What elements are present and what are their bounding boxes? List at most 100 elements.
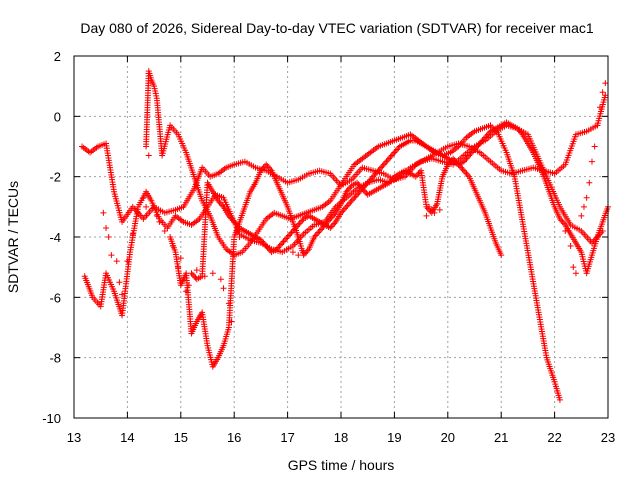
data-point [428,206,435,213]
data-point [153,212,160,219]
data-point [562,227,569,234]
data-point [169,243,176,250]
data-point [289,249,296,256]
data-point [366,178,373,185]
data-point [140,194,147,201]
data-point [391,149,398,156]
data-point [135,209,142,216]
x-tick-label: 23 [601,430,615,445]
data-point [233,227,240,234]
data-point [279,240,286,247]
data-point [426,203,433,210]
data-point [185,282,192,289]
series-track-d [167,155,505,370]
y-tick-label: -8 [49,351,61,366]
data-point [285,232,292,239]
data-point [316,227,323,234]
data-point [467,151,474,158]
data-point [103,224,110,231]
data-point [297,218,304,225]
data-point [463,170,470,177]
x-tick-label: 16 [227,430,241,445]
data-point [105,234,112,240]
data-point [602,80,609,87]
data-point [342,205,349,212]
data-point [370,173,377,180]
data-point [317,226,324,233]
data-point [300,249,307,256]
data-point [113,258,120,265]
data-marks [79,68,611,403]
data-point [596,104,603,111]
series-track-c [143,68,563,403]
y-tick-labels: 2 0 -2 -4 -6 -8 -10 [42,49,61,426]
data-point [175,264,182,271]
data-point [129,230,136,237]
data-point [344,202,351,209]
axis-ticks [73,55,609,419]
data-point [591,143,598,150]
y-tick-label: -4 [49,230,61,245]
data-point [480,135,487,142]
data-point [225,300,232,307]
data-point [460,167,467,174]
data-point [580,203,587,210]
data-point [313,230,320,237]
data-point [315,229,322,236]
data-point [347,199,354,206]
data-point [201,273,208,280]
data-point [588,158,595,165]
data-point [328,223,335,230]
data-point [383,158,390,165]
data-point [556,396,563,403]
data-point [145,152,152,159]
y-tick-label: -10 [42,411,61,426]
y-tick-label: 2 [54,49,61,64]
data-point [431,209,438,216]
data-point [192,274,199,281]
data-point [572,270,579,277]
data-point [183,288,190,295]
data-point [567,243,574,250]
data-point [434,200,441,207]
y-tick-label: -6 [49,290,61,305]
data-point [350,196,357,203]
data-point [188,270,195,277]
data-point [100,209,107,216]
data-point [578,212,585,219]
data-point [351,194,358,201]
data-point [586,179,593,186]
data-point [327,215,334,222]
data-point [570,264,577,271]
data-point [379,163,386,170]
data-point [284,234,291,240]
data-point [384,157,391,164]
data-point [559,218,566,225]
series-track-b [81,122,606,319]
data-point [124,258,131,265]
data-point [296,220,303,227]
data-point [355,190,362,197]
data-point [119,291,126,298]
data-point [343,203,350,210]
chart-title: Day 080 of 2026, Sidereal Day-to-day VTE… [80,20,593,36]
data-point [264,163,271,170]
data-point [108,252,115,259]
data-point [277,241,284,248]
x-tick-label: 14 [120,430,134,445]
data-point [388,152,395,159]
data-point [287,230,294,237]
grid-lines [74,56,608,418]
data-point [143,203,150,210]
data-point [209,270,216,277]
data-point [594,122,601,129]
data-point [387,154,394,161]
data-point [599,89,606,96]
data-point [371,172,378,179]
data-point [346,200,353,207]
data-point [363,190,370,197]
data-point [459,166,466,173]
data-point [484,131,491,138]
data-point [177,255,184,262]
